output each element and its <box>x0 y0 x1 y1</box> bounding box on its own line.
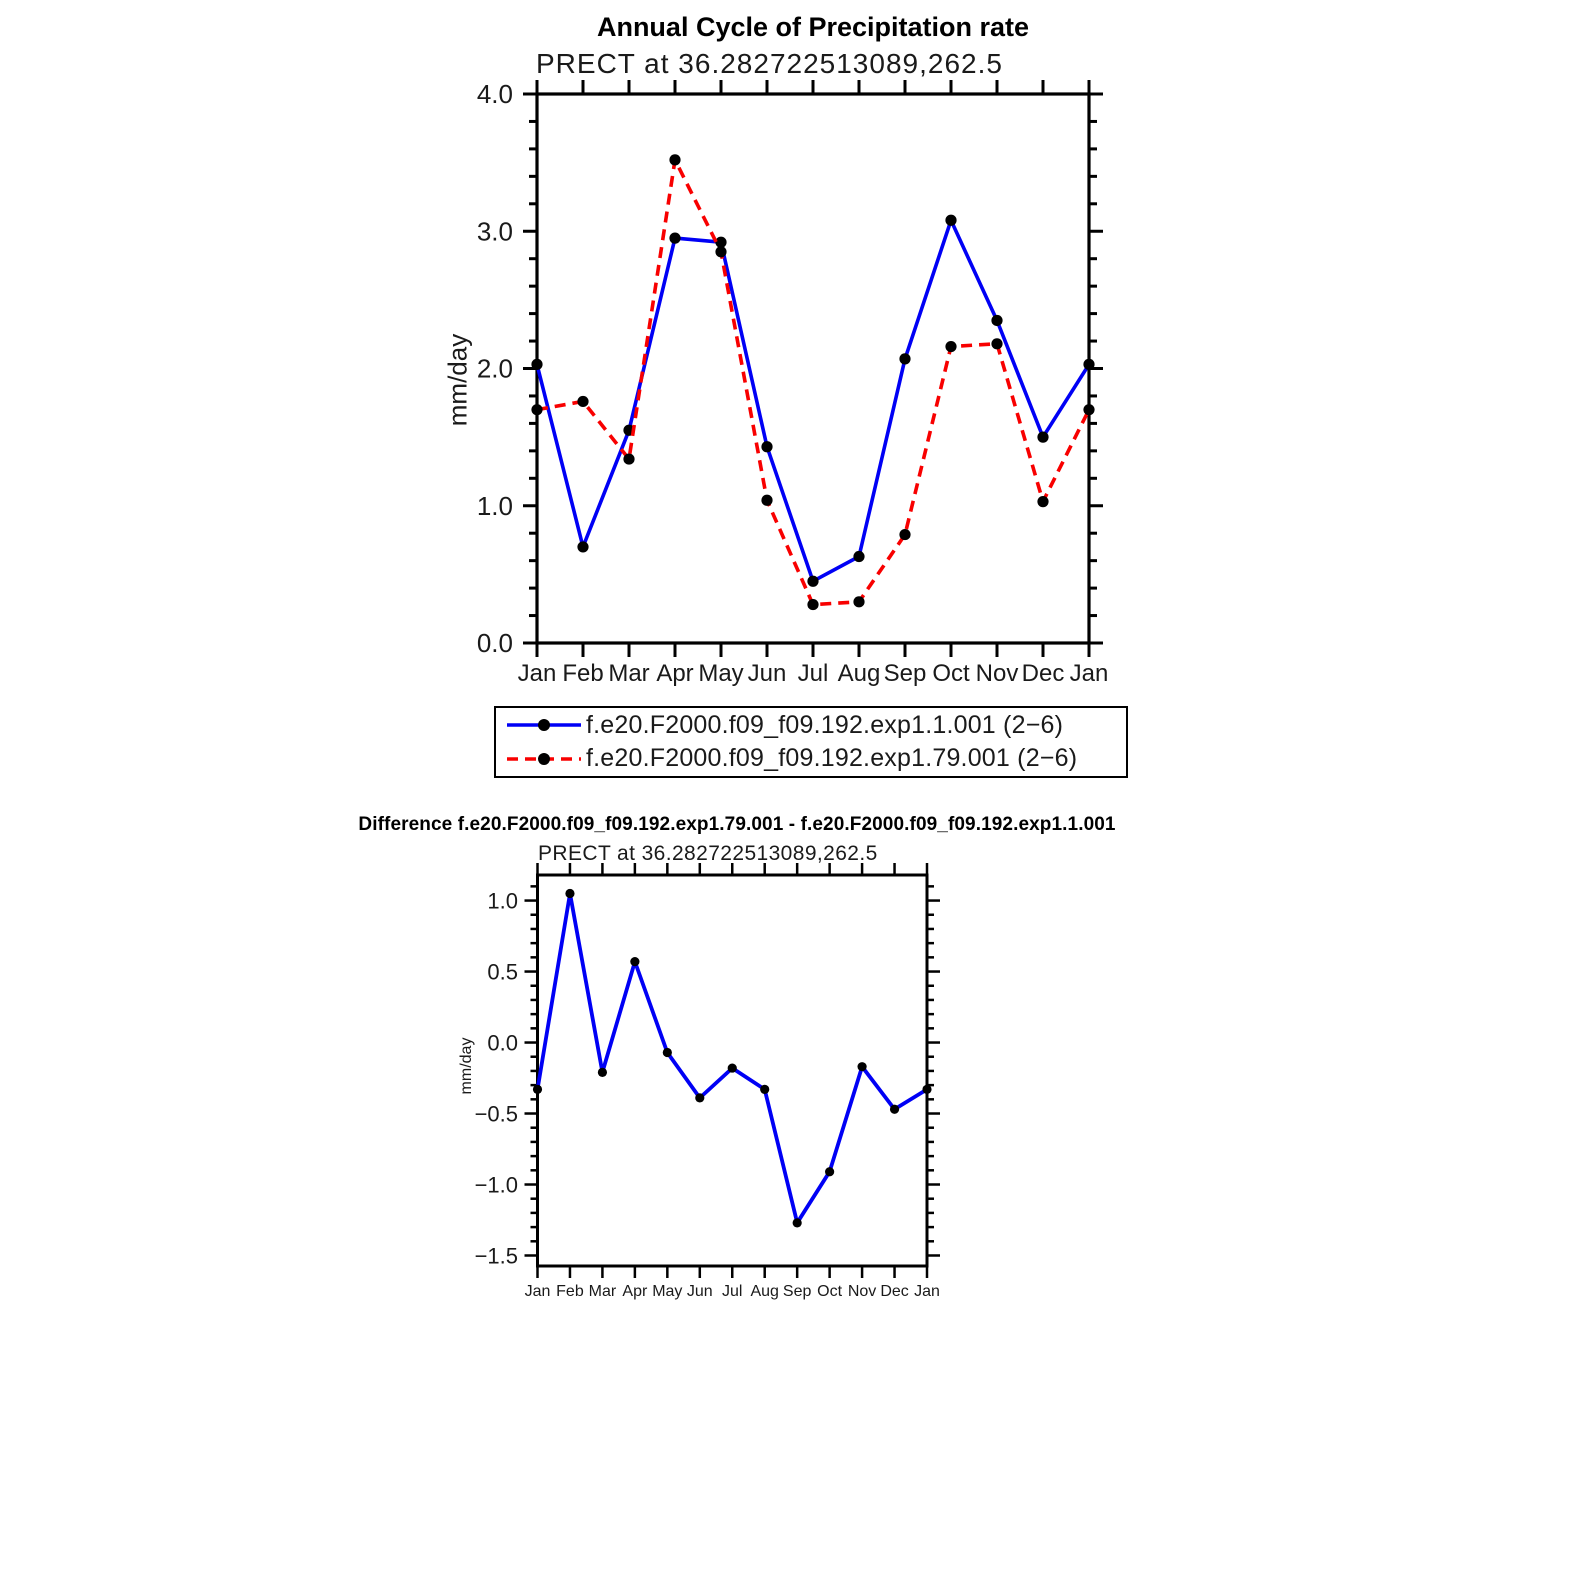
y-tick-label: 0.5 <box>487 960 518 985</box>
chart2-title: Difference f.e20.F2000.f09_f09.192.exp1.… <box>358 814 1116 835</box>
y-tick-label: 0.0 <box>477 628 513 658</box>
legend-row-series2: f.e20.F2000.f09_f09.192.exp1.79.001 (2−6… <box>496 742 1126 775</box>
data-point-marker <box>623 453 635 465</box>
data-point-marker <box>922 1084 932 1094</box>
data-point-marker <box>760 1084 770 1094</box>
data-point-marker <box>761 494 773 506</box>
data-point-marker <box>1083 358 1095 370</box>
legend-row-series1: f.e20.F2000.f09_f09.192.exp1.1.001 (2−6) <box>496 709 1126 742</box>
data-point-marker <box>1037 431 1049 443</box>
chart2-subtitle: PRECT at 36.282722513089,262.5 <box>538 842 878 865</box>
y-tick-label: 4.0 <box>477 79 513 109</box>
data-point-marker <box>807 598 819 611</box>
series-line-solid <box>535 891 928 1225</box>
month-tick-label: Jun <box>687 1283 713 1300</box>
data-point-marker <box>532 1084 543 1094</box>
legend-box: f.e20.F2000.f09_f09.192.exp1.1.001 (2−6)… <box>494 706 1128 778</box>
month-tick-label: Nov <box>848 1283 876 1300</box>
month-tick-label: May <box>652 1283 682 1300</box>
data-point-marker <box>727 1063 737 1073</box>
data-point-marker <box>630 957 640 967</box>
data-point-marker <box>597 1067 608 1077</box>
data-point-marker <box>991 314 1003 327</box>
data-point-marker <box>531 358 543 370</box>
data-point-marker <box>531 404 543 416</box>
month-tick-label: Dec <box>1022 660 1065 687</box>
month-tick-label: Apr <box>656 660 693 687</box>
data-point-marker <box>857 1062 867 1072</box>
month-tick-label: Jan <box>525 1283 551 1300</box>
month-tick-label: Jan <box>1070 660 1109 687</box>
month-tick-label: Mar <box>589 1283 617 1300</box>
series-line-solid <box>535 218 1091 584</box>
data-point-marker <box>669 232 681 244</box>
data-point-marker <box>1037 496 1049 508</box>
data-point-marker <box>792 1218 802 1228</box>
series-line-dashed <box>536 158 1091 607</box>
month-tick-label: Apr <box>622 1283 648 1300</box>
month-tick-label: Aug <box>838 660 881 687</box>
data-point-marker <box>715 246 727 258</box>
data-point-marker <box>853 550 865 563</box>
month-tick-label: Sep <box>783 1283 812 1300</box>
data-point-marker <box>807 575 819 587</box>
y-tick-label: 0.0 <box>487 1031 518 1056</box>
month-tick-label: Aug <box>750 1283 778 1300</box>
data-point-marker <box>715 236 727 248</box>
chart1-subtitle: PRECT at 36.282722513089,262.5 <box>536 48 1003 79</box>
chart1-title: Annual Cycle of Precipitation rate <box>596 12 1030 42</box>
month-tick-label: Nov <box>976 660 1019 687</box>
data-point-marker <box>899 528 911 541</box>
data-point-marker <box>1083 404 1095 416</box>
data-point-marker <box>761 441 773 453</box>
month-tick-label: Sep <box>884 660 927 687</box>
data-point-marker <box>577 395 589 408</box>
month-tick-label: Jan <box>914 1283 940 1300</box>
data-point-marker <box>669 154 681 166</box>
chart2-y-axis-label: mm/day <box>458 1037 475 1095</box>
data-point-marker <box>825 1167 835 1177</box>
y-tick-label: 1.0 <box>477 491 513 521</box>
y-tick-label: 1.0 <box>487 889 518 914</box>
y-tick-label: 3.0 <box>477 216 513 246</box>
plot-frame <box>535 92 1091 645</box>
month-tick-label: May <box>698 660 743 687</box>
legend-line-sample-blue-solid <box>507 719 581 732</box>
chart1-y-axis-label: mm/day <box>442 333 473 427</box>
y-tick-label: 2.0 <box>477 354 513 384</box>
month-tick-label: Jan <box>518 660 557 687</box>
month-tick-label: Jul <box>722 1283 742 1300</box>
data-point-marker <box>889 1104 900 1114</box>
month-tick-label: Feb <box>556 1283 584 1300</box>
data-point-marker <box>695 1093 705 1103</box>
legend-line-sample-red-dashed <box>507 752 581 765</box>
month-tick-label: Oct <box>817 1283 842 1300</box>
data-point-marker <box>577 541 589 553</box>
y-tick-label: −1.0 <box>475 1173 518 1198</box>
month-tick-label: Dec <box>880 1283 908 1300</box>
data-point-marker <box>565 888 575 899</box>
month-tick-label: Jul <box>798 660 829 687</box>
data-point-marker <box>899 353 911 365</box>
data-point-marker <box>945 214 957 226</box>
data-point-marker <box>662 1047 672 1058</box>
data-point-marker <box>991 338 1003 350</box>
legend-entry-label: f.e20.F2000.f09_f09.192.exp1.1.001 (2−6) <box>586 710 1064 739</box>
data-point-marker <box>853 596 865 608</box>
y-tick-label: −0.5 <box>475 1102 518 1127</box>
month-tick-label: Jun <box>748 660 787 687</box>
month-tick-label: Feb <box>562 660 603 687</box>
month-tick-label: Mar <box>608 660 649 687</box>
legend-entry-label: f.e20.F2000.f09_f09.192.exp1.79.001 (2−6… <box>586 744 1078 773</box>
data-point-marker <box>945 340 957 353</box>
month-tick-label: Oct <box>932 660 970 687</box>
y-tick-label: −1.5 <box>475 1243 518 1268</box>
